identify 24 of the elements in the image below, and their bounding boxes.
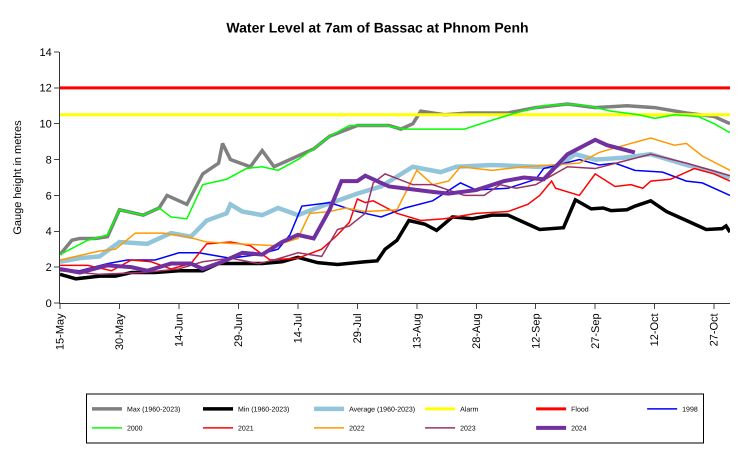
x-tick-label: 15-May (54, 312, 67, 350)
x-tick-label: 28-Aug (470, 313, 483, 349)
y-tick-label: 4 (46, 226, 52, 238)
y-tick-label: 0 (46, 298, 52, 310)
x-tick-label: 14-Jul (292, 313, 304, 344)
chart-title: Water Level at 7am of Bassac at Phnom Penh (226, 20, 529, 36)
line-series (60, 138, 637, 275)
y-tick-label: 2 (46, 262, 52, 274)
x-tick-label: 14-Jun (174, 313, 186, 348)
y-tick-label: 10 (40, 118, 52, 131)
line-series (60, 198, 730, 281)
x-tick-label: 12-Sep (530, 313, 542, 349)
y-tick-label: 14 (40, 46, 52, 59)
y-tick-label: 6 (46, 190, 52, 202)
x-tick-label: 27-Sep (590, 313, 602, 349)
x-tick-label: 29-Jul (352, 313, 364, 344)
x-tick-label: 29-Jun (232, 313, 245, 348)
x-tick-label: 27-Oct (708, 313, 721, 346)
x-tick-label: 13-Aug (411, 313, 424, 349)
x-tick-label: 12-Oct (649, 313, 662, 346)
y-tick-label: 8 (46, 154, 52, 166)
x-tick-label: 30-May (114, 312, 126, 350)
y-tick-label: 12 (40, 82, 52, 95)
y-axis-title: Gauge height in metres (12, 120, 24, 235)
